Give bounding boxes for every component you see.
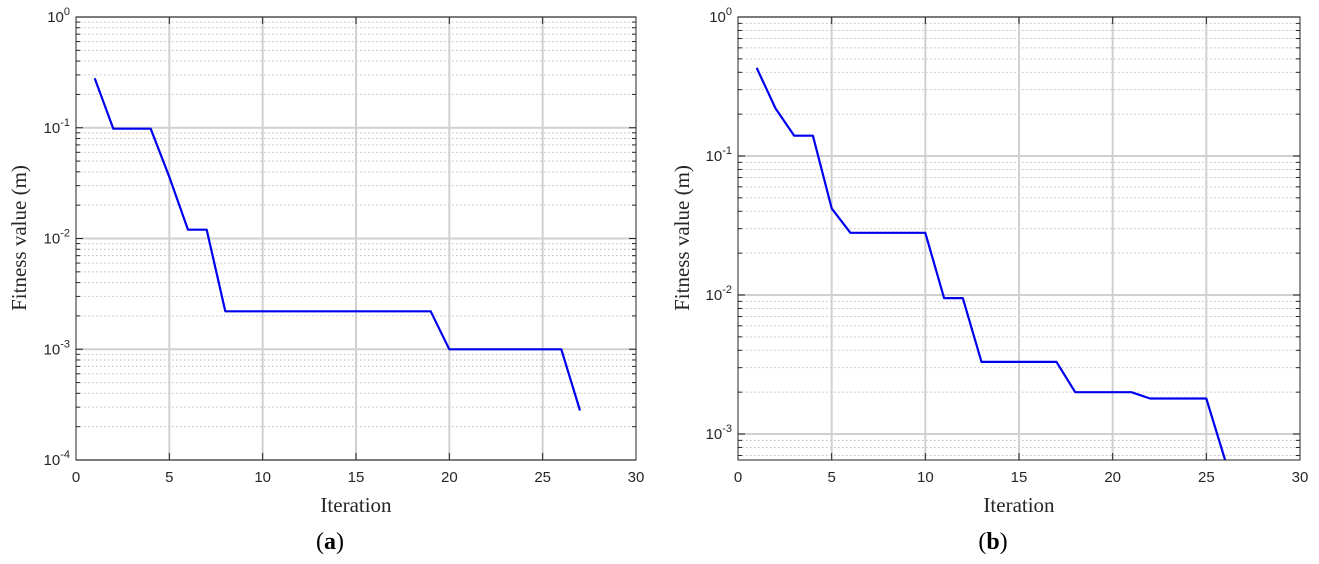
series-line-b [755, 67, 1227, 460]
x-tick-label: 0 [72, 469, 80, 486]
y-tick-labels-a: 10-4 10-3 10-2 10-1 100 [44, 6, 70, 469]
x-tick-label: 30 [1292, 469, 1309, 486]
series-line-a [93, 77, 582, 411]
x-tick-labels-a: 0 5 10 15 20 25 30 [72, 469, 645, 486]
tick-marks-b [737, 16, 1301, 460]
grid-b [738, 16, 1300, 460]
x-tick-label: 25 [534, 469, 551, 486]
x-axis-label-a: Iteration [320, 493, 392, 517]
y-tick-label: 10-1 [44, 117, 70, 137]
y-tick-label: 10-4 [44, 449, 70, 469]
caption-b: (b) [978, 529, 1007, 555]
x-tick-label: 5 [827, 469, 835, 486]
chart-a: 0 5 10 15 20 25 30 10-4 10-3 10-2 10-1 100 Iterati… [7, 6, 644, 555]
caption-a: (a) [316, 529, 344, 555]
x-tick-labels-b: 0 5 10 15 20 25 30 [734, 469, 1309, 486]
x-tick-label: 5 [165, 469, 173, 486]
y-tick-label: 10-2 [44, 228, 70, 248]
x-tick-label: 10 [917, 469, 934, 486]
tick-marks-a [75, 16, 637, 461]
y-tick-label: 10-2 [706, 284, 732, 304]
y-axis-label-a: Fitness value (m) [7, 165, 31, 311]
x-tick-label: 20 [1104, 469, 1121, 486]
x-tick-label: 25 [1198, 469, 1215, 486]
x-tick-label: 10 [254, 469, 271, 486]
y-tick-label: 10-3 [44, 338, 70, 358]
y-tick-labels-b: 10-3 10-2 10-1 100 [706, 6, 732, 443]
x-axis-label-b: Iteration [983, 493, 1055, 517]
x-tick-label: 15 [348, 469, 365, 486]
x-tick-label: 0 [734, 469, 742, 486]
y-axis-label-b: Fitness value (m) [670, 165, 694, 311]
chart-b: 0 5 10 15 20 25 30 10-3 10-2 10-1 100 Iteration F… [670, 6, 1308, 555]
y-tick-label: 10-3 [706, 423, 732, 443]
y-tick-label: 100 [709, 6, 732, 26]
x-tick-label: 20 [441, 469, 458, 486]
series-line [755, 67, 1227, 460]
y-tick-label: 100 [47, 6, 70, 26]
x-tick-label: 15 [1011, 469, 1028, 486]
series-line [93, 77, 582, 411]
y-tick-label: 10-1 [706, 145, 732, 165]
x-tick-label: 30 [628, 469, 645, 486]
